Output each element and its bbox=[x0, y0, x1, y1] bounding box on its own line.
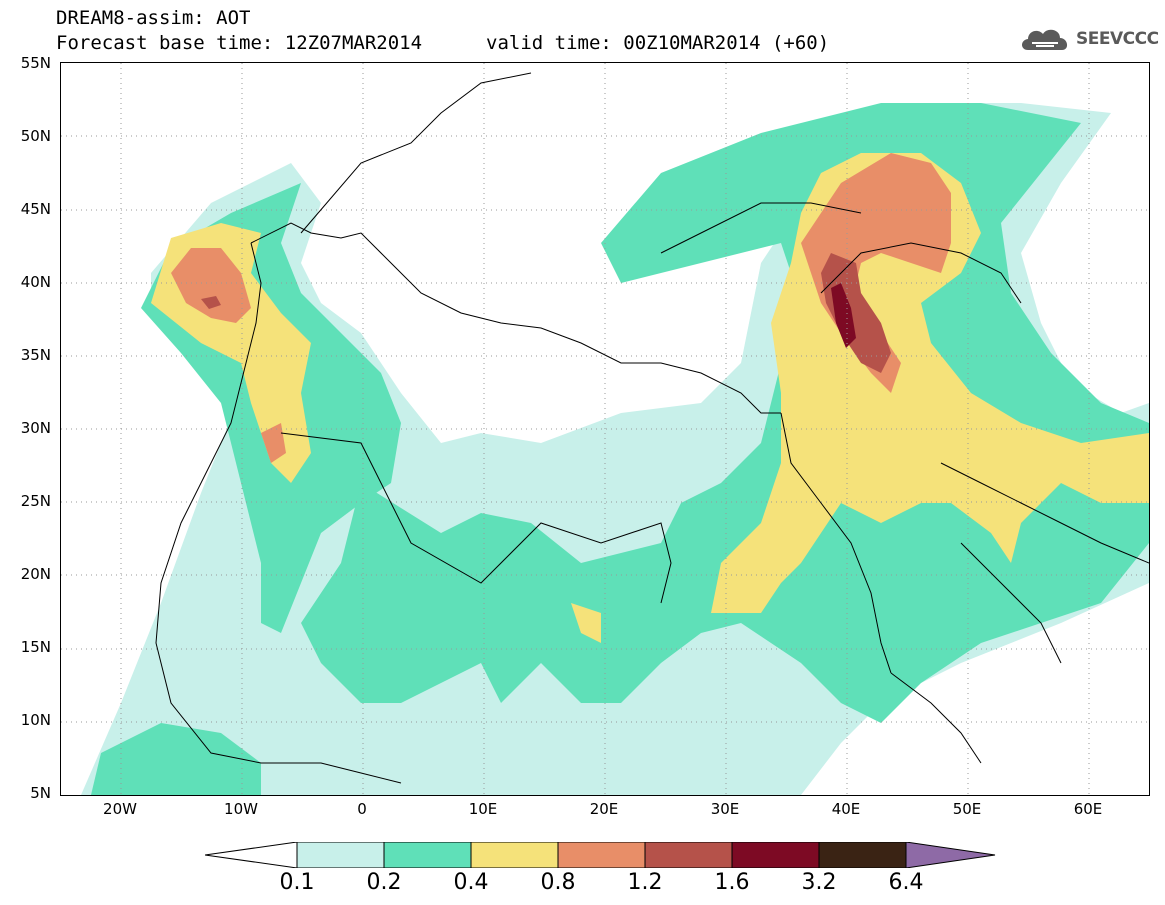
valid-time: valid time: 00Z10MAR2014 (+60) bbox=[486, 32, 830, 54]
lat-label-45n: 45N bbox=[20, 200, 51, 218]
colorbar-label-3.2: 3.2 bbox=[801, 870, 837, 895]
lat-label-55n: 55N bbox=[20, 54, 51, 72]
lat-label-35n: 35N bbox=[20, 346, 51, 364]
colorbar-bin-0.1-0.2 bbox=[296, 842, 385, 868]
lon-label-40e: 40E bbox=[831, 800, 861, 818]
aot-level-1.2 bbox=[201, 253, 891, 373]
lon-label-0: 0 bbox=[357, 800, 367, 818]
lat-label-20n: 20N bbox=[20, 565, 51, 583]
colorbar-bin-0.8-1.2 bbox=[557, 842, 646, 868]
colorbar-bin-0.4-0.8 bbox=[470, 842, 559, 868]
colorbar bbox=[205, 842, 996, 868]
lat-label-30n: 30N bbox=[20, 419, 51, 437]
colorbar-over-arrow bbox=[905, 842, 996, 868]
lon-label-20e: 20E bbox=[589, 800, 619, 818]
coastlines bbox=[155, 72, 1149, 784]
lat-label-5n: 5N bbox=[30, 784, 51, 802]
colorbar-bin-1.2-1.6 bbox=[644, 842, 733, 868]
aot-map bbox=[60, 62, 1150, 796]
graticule bbox=[61, 63, 1149, 795]
colorbar-bin-1.6-3.2 bbox=[731, 842, 820, 868]
colorbar-label-0.1: 0.1 bbox=[279, 870, 315, 895]
colorbar-label-6.4: 6.4 bbox=[888, 870, 924, 895]
aot-level-0.8 bbox=[171, 153, 951, 463]
lat-label-50n: 50N bbox=[20, 127, 51, 145]
logo-text: SEEVCCC bbox=[1076, 29, 1159, 49]
colorbar-under-arrow bbox=[205, 842, 298, 868]
seevccc-logo: SEEVCCC bbox=[1018, 24, 1159, 54]
lon-label-20w: 20W bbox=[103, 800, 137, 818]
lon-label-10w: 10W bbox=[224, 800, 258, 818]
colorbar-bin-0.2-0.4 bbox=[383, 842, 472, 868]
lat-label-10n: 10N bbox=[20, 711, 51, 729]
aot-level-1.6 bbox=[831, 283, 856, 348]
lon-label-60e: 60E bbox=[1073, 800, 1103, 818]
colorbar-label-0.8: 0.8 bbox=[540, 870, 576, 895]
colorbar-label-0.4: 0.4 bbox=[453, 870, 489, 895]
aot-map-svg bbox=[61, 63, 1149, 795]
lon-label-50e: 50E bbox=[952, 800, 982, 818]
lat-label-25n: 25N bbox=[20, 492, 51, 510]
lat-label-15n: 15N bbox=[20, 638, 51, 656]
lat-label-40n: 40N bbox=[20, 273, 51, 291]
cloud-icon bbox=[1022, 29, 1068, 50]
colorbar-label-0.2: 0.2 bbox=[366, 870, 402, 895]
colorbar-bin-3.2-6.4 bbox=[818, 842, 907, 868]
lon-label-30e: 30E bbox=[710, 800, 740, 818]
colorbar-label-1.2: 1.2 bbox=[627, 870, 663, 895]
title-line-1: DREAM8-assim: AOT bbox=[56, 7, 251, 29]
colorbar-label-1.6: 1.6 bbox=[714, 870, 750, 895]
title-line-2: Forecast base time: 12Z07MAR2014 bbox=[56, 32, 423, 54]
lon-label-10e: 10E bbox=[468, 800, 498, 818]
